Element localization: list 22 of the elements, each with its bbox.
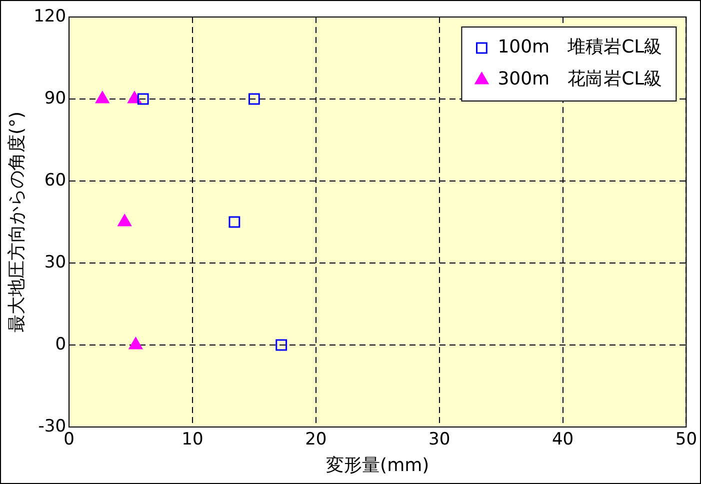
point [118,214,132,226]
point [137,93,149,105]
point [228,216,240,228]
x-tick-label: 10 [182,430,204,450]
y-axis-title: 最大地圧方向からの角度(°) [6,111,28,333]
y-tick-label: 120 [34,6,66,26]
point [276,339,288,351]
point [128,91,142,104]
x-tick-label: 50 [675,430,698,450]
legend-label: 300m 花崗岩CL級 [498,68,662,90]
y-tick-label: 0 [55,334,66,354]
legend-label: 100m 堆積岩CL級 [498,36,662,58]
y-tick-label: 60 [44,170,66,190]
point [96,91,110,104]
x-tick-label: 30 [428,430,450,450]
x-tick-label: 20 [305,430,327,450]
y-tick-label: 90 [44,88,66,108]
point [248,93,260,105]
x-tick-label: 40 [552,430,574,450]
point [128,337,143,350]
y-tick-label: 30 [44,252,66,272]
x-axis-title: 変形量(mm) [326,454,430,476]
